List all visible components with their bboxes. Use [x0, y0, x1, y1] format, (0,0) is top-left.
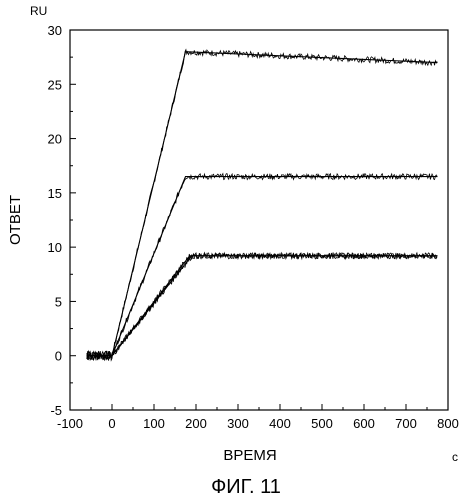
y-tick-label: 10: [48, 240, 62, 255]
series-3-trace: [87, 253, 437, 361]
series-2-fit: [87, 177, 438, 356]
x-tick-label: 200: [185, 416, 207, 431]
x-tick-label: -100: [57, 416, 83, 431]
x-tick-label: 500: [311, 416, 333, 431]
series-2-trace: [87, 174, 437, 361]
series-3-fit: [87, 256, 438, 356]
x-tick-label: 400: [269, 416, 291, 431]
y-tick-label: 25: [48, 77, 62, 92]
y-tick-label: -5: [50, 403, 62, 418]
plot-frame: [70, 30, 448, 410]
y-tick-label: 20: [48, 132, 62, 147]
x-tick-label: 600: [353, 416, 375, 431]
x-tick-label: 700: [395, 416, 417, 431]
y-axis-title: ОТВЕТ: [7, 195, 24, 245]
y-tick-label: 5: [55, 294, 62, 309]
series-1-fit: [87, 52, 438, 356]
series-4-fit: [87, 256, 438, 356]
x-tick-label: 800: [437, 416, 459, 431]
y-tick-label: 0: [55, 349, 62, 364]
x-axis-title: ВРЕМЯ: [223, 447, 276, 464]
x-tick-label: 300: [227, 416, 249, 431]
y-unit-label: RU: [30, 4, 47, 18]
plot-border: [70, 30, 448, 410]
y-tick-label: 15: [48, 186, 62, 201]
series-1-trace: [87, 50, 437, 360]
series-4-trace: [87, 253, 437, 360]
x-unit-label: c: [452, 450, 458, 464]
series-layer: [87, 50, 438, 361]
x-tick-label: 0: [108, 416, 115, 431]
y-tick-label: 30: [48, 23, 62, 38]
figure-caption: ФИГ. 11: [211, 476, 281, 498]
y-axis-ticks: -5 0 5 10 15 20 25 30: [48, 23, 76, 418]
x-tick-label: 100: [143, 416, 165, 431]
x-axis-ticks: -100 0 100 200 300 400 500 600 700 800: [57, 404, 459, 431]
